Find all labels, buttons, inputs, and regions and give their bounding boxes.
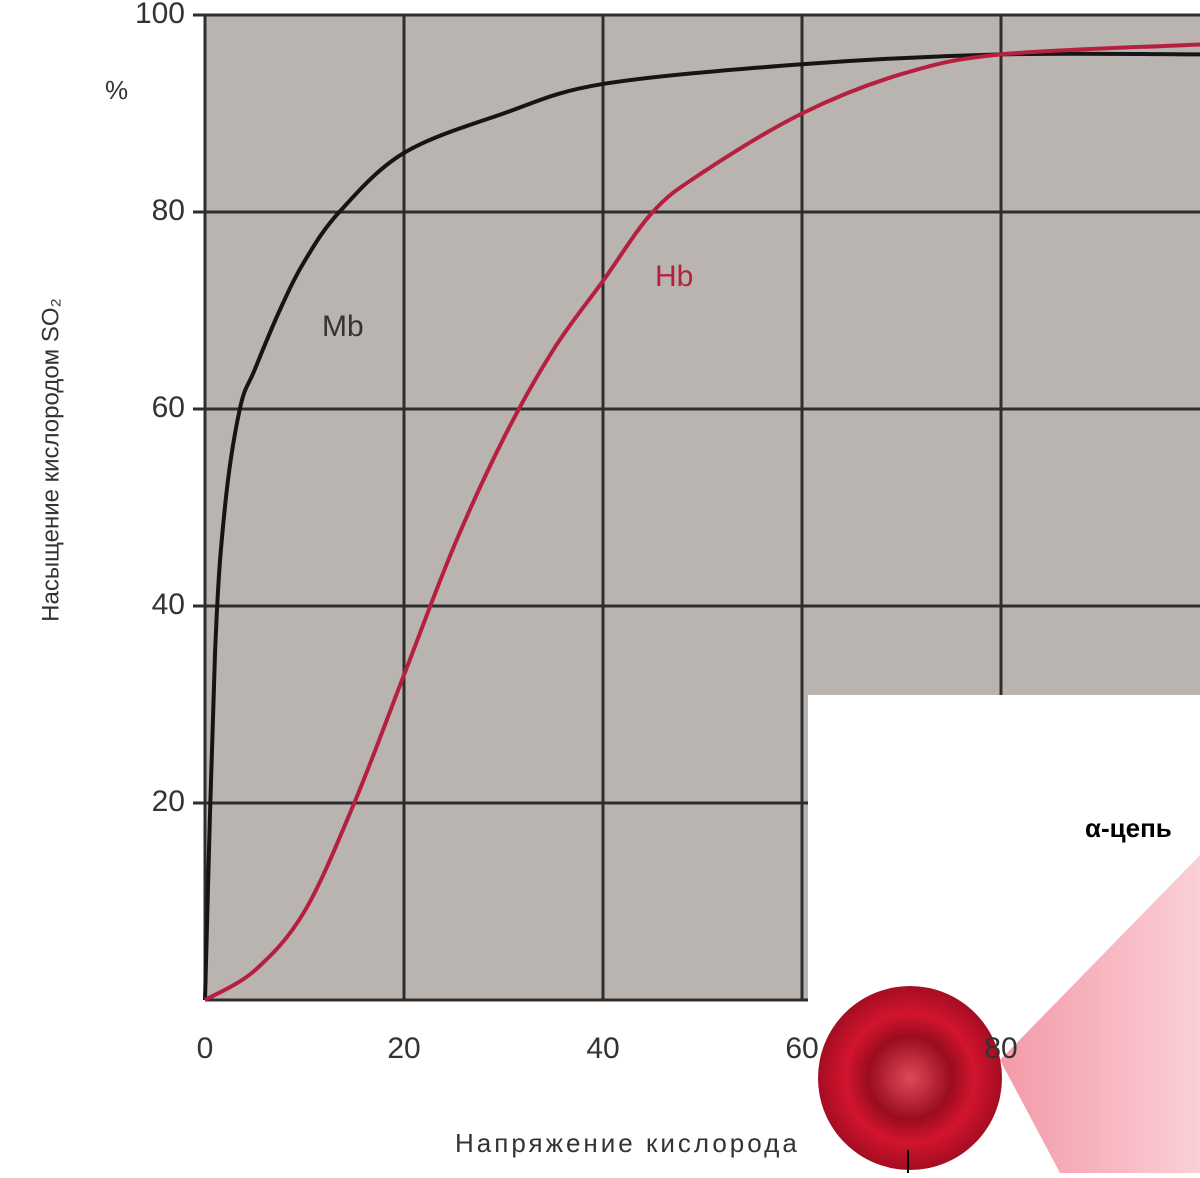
overlay-image: α-цепь <box>808 695 1200 1173</box>
y-tick-label: 40 <box>152 588 185 621</box>
y-tick-label: 60 <box>152 391 185 424</box>
x-tick-label: 0 <box>197 1032 214 1065</box>
y-tick-label: 20 <box>152 785 185 818</box>
x-tick-label: 80 <box>984 1032 1017 1065</box>
page: Mb Hb % Насыщение кислородом SO₂ Напряжен… <box>0 0 1200 1173</box>
series-label: Mb <box>322 310 364 343</box>
y-tick-label: 80 <box>152 194 185 227</box>
chart: Mb Hb % Насыщение кислородом SO₂ Напряжен… <box>0 0 1200 1173</box>
overlay-label: α-цепь <box>1085 813 1172 843</box>
y-unit: % <box>105 75 128 105</box>
red-blood-cell <box>818 986 1002 1170</box>
x-tick-label: 20 <box>387 1032 420 1065</box>
series-label: Hb <box>655 260 693 293</box>
x-axis-label: Напряжение кислорода <box>455 1128 800 1158</box>
y-axis-label: Насыщение кислородом SO₂ <box>37 298 64 622</box>
y-tick-label: 100 <box>135 0 185 30</box>
x-tick-label: 40 <box>586 1032 619 1065</box>
x-tick-label: 60 <box>785 1032 818 1065</box>
